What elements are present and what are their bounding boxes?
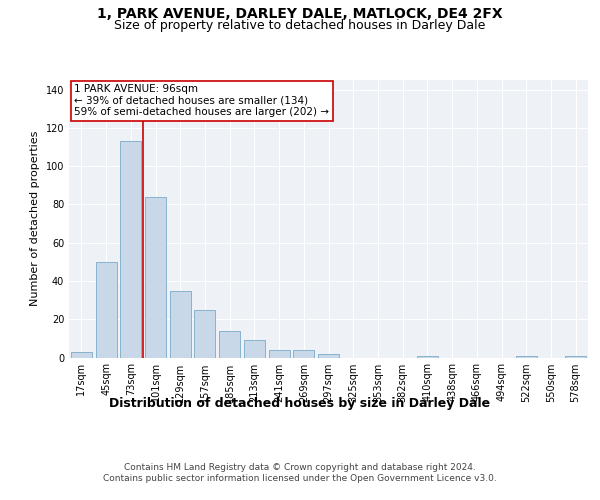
Bar	[565, 356, 586, 358]
Text: Size of property relative to detached houses in Darley Dale: Size of property relative to detached ho…	[115, 18, 485, 32]
Text: Contains public sector information licensed under the Open Government Licence v3: Contains public sector information licen…	[103, 474, 497, 483]
Bar	[194, 310, 215, 358]
Bar	[244, 340, 265, 357]
Bar	[318, 354, 339, 358]
Bar	[269, 350, 290, 358]
Text: 1 PARK AVENUE: 96sqm
← 39% of detached houses are smaller (134)
59% of semi-deta: 1 PARK AVENUE: 96sqm ← 39% of detached h…	[74, 84, 329, 117]
Bar	[95, 262, 116, 358]
Bar	[219, 330, 240, 357]
Bar	[417, 356, 438, 358]
Bar	[293, 350, 314, 358]
Text: Contains HM Land Registry data © Crown copyright and database right 2024.: Contains HM Land Registry data © Crown c…	[124, 462, 476, 471]
Bar	[516, 356, 537, 358]
Bar	[120, 141, 141, 358]
Text: Distribution of detached houses by size in Darley Dale: Distribution of detached houses by size …	[109, 398, 491, 410]
Bar	[71, 352, 92, 358]
Text: 1, PARK AVENUE, DARLEY DALE, MATLOCK, DE4 2FX: 1, PARK AVENUE, DARLEY DALE, MATLOCK, DE…	[97, 8, 503, 22]
Y-axis label: Number of detached properties: Number of detached properties	[30, 131, 40, 306]
Bar	[145, 196, 166, 358]
Bar	[170, 290, 191, 358]
